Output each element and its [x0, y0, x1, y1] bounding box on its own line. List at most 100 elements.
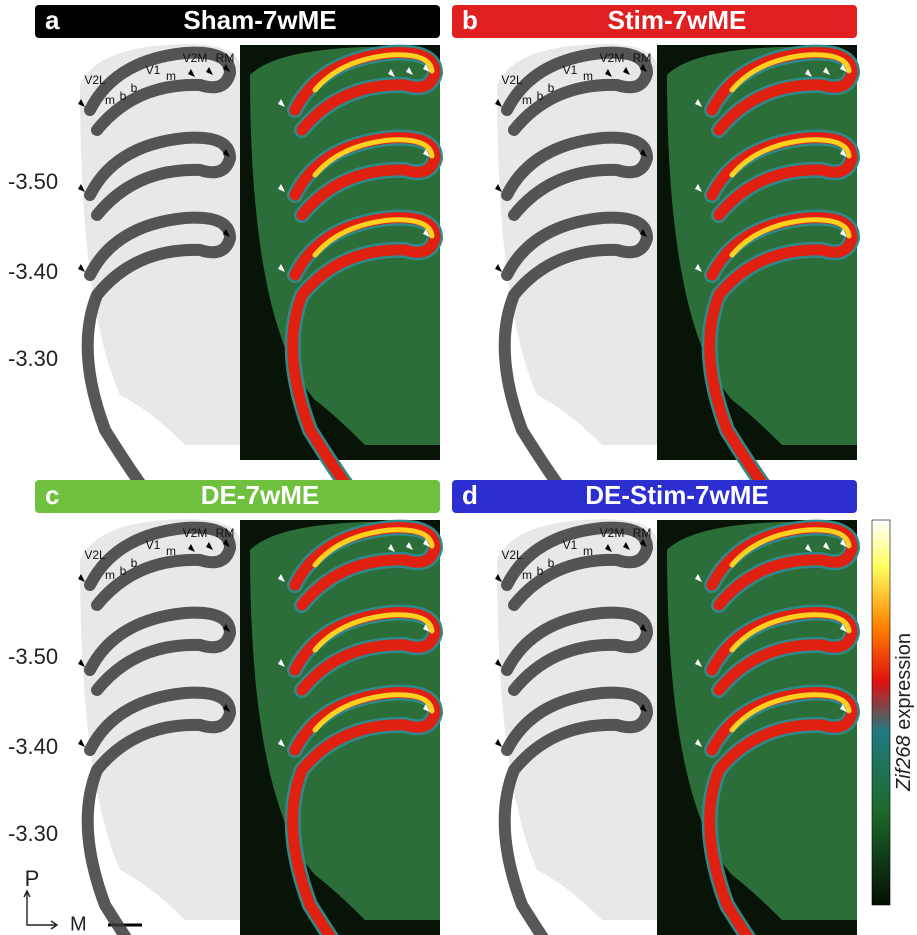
colorbar	[871, 519, 891, 906]
color-sections	[284, 519, 444, 935]
color-section	[289, 607, 441, 696]
panel-title: DE-7wME	[201, 480, 319, 510]
region-label: V2M	[600, 526, 625, 540]
level-label: -3.40	[8, 259, 58, 284]
region-label: b	[548, 81, 555, 95]
gray-section	[84, 46, 237, 136]
arrowhead	[640, 704, 647, 712]
region-label: m	[105, 568, 115, 582]
arrowhead	[640, 64, 647, 72]
color-section-hot	[312, 137, 435, 178]
arrowhead	[423, 64, 430, 72]
arrowhead	[695, 574, 702, 582]
arrowhead	[278, 659, 285, 667]
arrowhead	[695, 99, 702, 107]
level-label: -3.40	[8, 734, 58, 759]
arrowhead	[278, 184, 285, 192]
brain-outline	[497, 44, 657, 446]
gray-section	[501, 606, 654, 696]
arrowhead	[278, 739, 285, 747]
region-label: b	[131, 556, 138, 570]
arrowhead	[640, 624, 647, 632]
arrowhead	[78, 739, 85, 747]
region-label: m	[583, 544, 593, 558]
color-section-hot	[729, 692, 852, 733]
arrowhead	[423, 229, 430, 237]
region-label: V2L	[501, 73, 523, 87]
arrowhead	[423, 539, 430, 547]
region-label: V2M	[183, 526, 208, 540]
color-section	[289, 522, 441, 611]
region-label: m	[166, 69, 176, 83]
color-section-hot	[729, 217, 852, 258]
arrowhead	[805, 544, 812, 552]
arrowhead	[78, 99, 85, 107]
region-label: V2M	[600, 51, 625, 65]
arrowhead	[278, 264, 285, 272]
region-label: b	[548, 556, 555, 570]
region-label: V2L	[501, 548, 523, 562]
orientation-arrow	[23, 889, 59, 930]
panel-header	[452, 5, 857, 38]
arrowhead	[78, 574, 85, 582]
region-label: V2L	[84, 548, 106, 562]
region-label: RM	[633, 51, 652, 65]
color-section-hot	[729, 527, 852, 568]
arrowhead	[78, 184, 85, 192]
brain-outline	[497, 519, 657, 920]
region-label: V2L	[84, 73, 106, 87]
arrowhead	[223, 624, 230, 632]
arrowhead	[840, 149, 847, 157]
colorbar-text: expression	[893, 633, 915, 730]
posterior-label: P	[25, 866, 40, 891]
arrowhead	[495, 739, 502, 747]
color-section	[289, 132, 441, 221]
arrowhead	[206, 542, 213, 550]
region-label: m	[166, 544, 176, 558]
region-label: m	[105, 93, 115, 107]
arrowhead	[840, 229, 847, 237]
level-label: -3.30	[8, 821, 58, 846]
arrowhead	[840, 64, 847, 72]
arrowhead	[623, 542, 630, 550]
arrowhead	[223, 64, 230, 72]
arrowhead	[640, 229, 647, 237]
panel-title: Sham-7wME	[183, 5, 336, 35]
region-label: RM	[633, 526, 652, 540]
arrowhead	[605, 69, 612, 77]
arrowhead	[423, 624, 430, 632]
arrowhead	[223, 229, 230, 237]
panel-letter: a	[45, 5, 60, 35]
arrowhead	[623, 67, 630, 75]
region-label: V2M	[183, 51, 208, 65]
arrowhead	[495, 184, 502, 192]
region-label: b	[131, 81, 138, 95]
color-section-hot	[729, 52, 852, 93]
color-section-hot	[729, 137, 852, 178]
arrowhead	[495, 264, 502, 272]
arrowhead	[640, 149, 647, 157]
arrowhead	[695, 739, 702, 747]
panel-header	[452, 480, 857, 513]
arrowhead	[495, 574, 502, 582]
region-label: m	[522, 568, 532, 582]
arrowhead	[823, 542, 830, 550]
medial-label: M	[70, 913, 87, 935]
panel-letter: c	[45, 480, 59, 510]
gray-section	[84, 606, 237, 696]
gray-section	[498, 211, 654, 496]
region-label: m	[583, 69, 593, 83]
panel-title: DE-Stim-7wME	[585, 480, 768, 510]
gray-section	[84, 131, 237, 221]
arrowhead	[840, 539, 847, 547]
color-section	[289, 47, 441, 136]
gray-section	[498, 686, 654, 935]
colorbar-label: Zif268 expression	[893, 633, 915, 792]
arrowhead	[495, 659, 502, 667]
arrowhead	[223, 539, 230, 547]
color-section-hot	[312, 52, 435, 93]
arrowhead	[840, 624, 847, 632]
arrowhead	[223, 704, 230, 712]
